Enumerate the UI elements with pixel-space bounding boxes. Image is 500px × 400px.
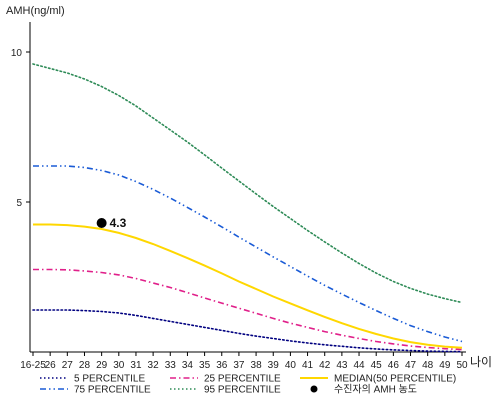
legend: 5 PERCENTILE 25 PERCENTILE MEDIAN(50 PERCE… [40,374,456,396]
x-tick-label: 45 [371,360,383,371]
x-tick-label: 35 [199,360,211,371]
x-tick-label: 39 [268,360,280,371]
series-line-75-percentile [33,165,463,343]
x-tick-label: 49 [439,360,451,371]
y-tick-label: 10 [11,48,23,59]
x-tick-label: 34 [182,360,194,371]
x-tick-label: 41 [302,360,314,371]
legend-label: 95 PERCENTILE [204,385,281,396]
patient-amh-point [96,218,107,228]
x-tick-label: 32 [148,360,160,371]
x-tick-label: 43 [336,360,348,371]
y-tick-label: 5 [16,198,22,209]
x-tick-label: 29 [96,360,108,371]
series-line-median-50-percentile [33,223,463,349]
series-line-5-percentile [32,309,463,353]
legend-label: 25 PERCENTILE [204,374,281,385]
x-tick-label: 42 [319,360,331,371]
x-tick-label: 48 [422,360,434,371]
series-line-95-percentile [32,63,463,304]
legend-label-patient: 수진자의 AMH 농도 [334,384,417,396]
x-tick-label: 36 [216,360,228,371]
x-tick-label: 28 [79,360,91,371]
series-line-25-percentile [33,268,463,351]
x-tick-label: 37 [233,360,245,371]
patient-amh-label: 4.3 [110,216,127,230]
legend-patient-marker [310,385,318,393]
x-tick-label: 44 [353,360,365,371]
x-tick-label: 16-25 [20,360,46,371]
annotation-layer: 4.3 [96,216,127,230]
y-axis-title: AMH(ng/ml) [6,5,65,17]
x-tick-label: 30 [113,360,125,371]
y-ticks: 10 5 [11,48,30,209]
legend-label: 5 PERCENTILE [74,374,145,385]
series-layer [32,63,463,353]
x-tick-label: 27 [62,360,74,371]
x-tick-label: 40 [285,360,297,371]
x-tick-label: 46 [388,360,400,371]
axes [29,22,466,353]
x-tick-label: 38 [251,360,263,371]
x-tick-label: 33 [165,360,177,371]
x-tick-label: 31 [130,360,142,371]
legend-label: MEDIAN(50 PERCENTILE) [334,374,456,385]
x-tick-label: 26 [45,360,57,371]
x-axis-title: 나이 [470,355,492,369]
x-tick-label: 50 [456,360,468,371]
x-tick-label: 47 [405,360,417,371]
legend-label: 75 PERCENTILE [74,385,151,396]
